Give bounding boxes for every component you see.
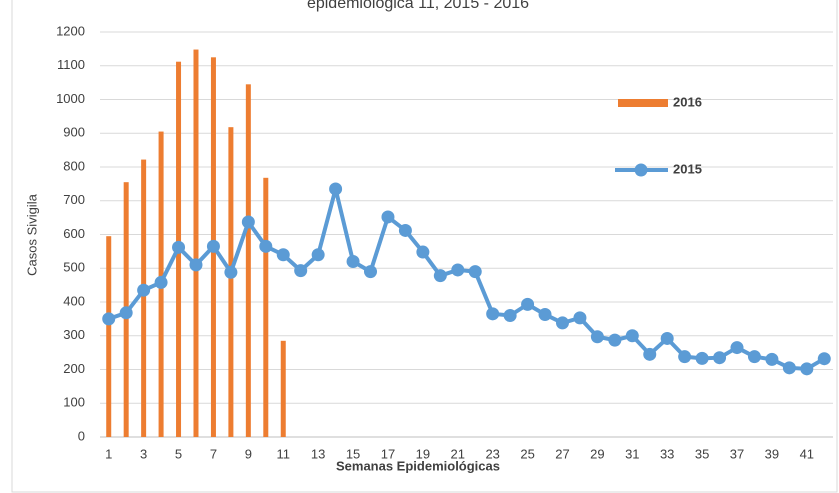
bar [280,340,286,437]
y-tick-label: 1200 [56,23,85,38]
x-tick-label: 17 [381,446,395,461]
marker [730,341,744,355]
marker [451,263,465,277]
y-tick-label: 500 [63,260,85,275]
marker [678,350,692,364]
y-tick-label: 300 [63,327,85,342]
marker [695,351,709,365]
marker [224,265,238,279]
x-tick-label: 41 [800,446,814,461]
marker [765,352,779,366]
chart-title: epidemiológica 11, 2015 - 2016 [307,0,529,12]
bar [228,127,234,438]
y-tick-label: 0 [78,428,85,443]
marker [468,265,482,279]
marker [608,333,622,347]
chart-border [11,0,838,493]
x-tick-label: 19 [416,446,430,461]
x-tick-label: 13 [311,446,325,461]
x-tick-label: 31 [625,446,639,461]
marker [294,264,308,278]
marker [416,245,430,259]
marker [800,362,814,376]
marker [398,223,412,237]
x-tick-label: 39 [765,446,779,461]
marker [241,215,255,229]
marker [119,306,133,320]
marker [364,265,378,279]
marker [137,283,151,297]
bar [245,84,251,437]
y-tick-label: 900 [63,125,85,140]
y-tick-label: 400 [63,293,85,308]
x-tick-label: 23 [485,446,499,461]
marker [433,269,447,283]
x-tick-label: 9 [245,446,252,461]
y-tick-label: 200 [63,361,85,376]
marker [486,307,500,321]
marker [713,351,727,365]
x-tick-label: 15 [346,446,360,461]
marker [643,347,657,361]
x-tick-label: 29 [590,446,604,461]
marker [782,361,796,375]
y-tick-label: 700 [63,192,85,207]
legend-label: 2016 [673,94,702,109]
y-tick-label: 100 [63,395,85,410]
marker [538,307,552,321]
marker [206,239,220,253]
x-axis-title: Semanas Epidemiológicas [336,458,500,473]
marker [747,350,761,364]
marker [381,210,395,224]
legend-swatch [634,163,648,177]
marker [521,297,535,311]
y-axis-title: Casos Sivigila [24,193,39,275]
marker [189,258,203,272]
marker [276,248,290,262]
marker [817,352,831,366]
marker [590,330,604,344]
marker [172,240,186,254]
x-tick-label: 1 [105,446,112,461]
marker [573,311,587,325]
marker [555,316,569,330]
x-tick-label: 25 [520,446,534,461]
bar [106,236,112,437]
line [108,186,826,371]
x-tick-label: 3 [140,446,147,461]
marker [329,182,343,196]
y-tick-label: 1100 [57,57,85,72]
legend-swatch [618,99,668,107]
x-tick-label: 35 [695,446,709,461]
x-tick-label: 5 [175,446,182,461]
marker [154,275,168,289]
y-tick-label: 800 [63,158,85,173]
legend-label: 2015 [673,161,702,176]
marker [102,312,116,326]
y-tick-label: 1000 [56,91,85,106]
x-tick-label: 7 [210,446,217,461]
bar [263,177,269,438]
x-tick-label: 21 [451,446,465,461]
bar [141,159,147,437]
marker [259,239,273,253]
marker [503,309,517,322]
marker [625,329,639,343]
marker [346,255,360,268]
y-tick-label: 600 [63,226,85,241]
x-tick-label: 37 [730,446,744,461]
x-tick-label: 27 [555,446,569,461]
bar [193,49,199,438]
x-tick-label: 33 [660,446,674,461]
x-tick-label: 11 [277,446,291,461]
marker [660,331,674,345]
marker [311,248,325,262]
